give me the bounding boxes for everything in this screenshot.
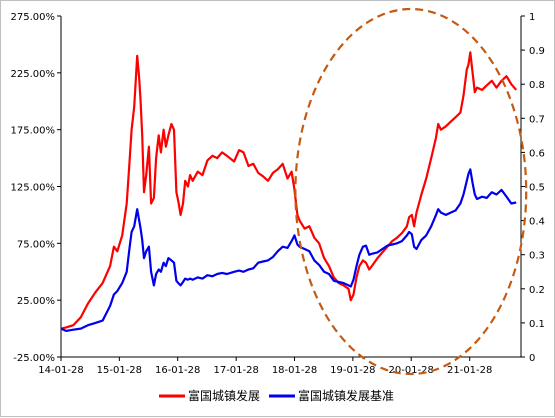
legend: 富国城镇发展 富国城镇发展基准 — [159, 388, 394, 403]
right-tick-label: 0.2 — [529, 285, 545, 296]
series-group — [60, 51, 518, 332]
highlight-ellipse — [294, 7, 528, 376]
right-tick-label: 1 — [529, 12, 535, 23]
right-tick-label: 0.4 — [529, 217, 545, 228]
x-tick-label: 20-01-28 — [388, 365, 433, 376]
series-line-1 — [60, 51, 518, 330]
left-tick-label: 75.00% — [17, 239, 55, 250]
left-tick-label: 125.00% — [11, 183, 56, 194]
right-tick-label: 0.5 — [529, 183, 545, 194]
legend-label-series-2: 富国城镇发展基准 — [298, 388, 394, 403]
left-tick-label: 175.00% — [11, 126, 56, 137]
left-tick-label: -25.00% — [13, 353, 55, 364]
right-tick-label: 0.3 — [529, 251, 545, 262]
right-tick-label: 0.6 — [529, 148, 545, 159]
right-y-axis: 0 0.1 0.2 0.3 0.4 0.5 0.6 0.7 0.8 0.9 1 — [520, 12, 545, 364]
x-tick-label: 17-01-28 — [213, 365, 258, 376]
annotation-group — [294, 7, 528, 376]
right-tick-label: 0.8 — [529, 80, 545, 91]
right-tick-label: 0.9 — [529, 46, 545, 57]
left-y-axis: -25.00% 25.00% 75.00% 125.00% 175.00% 225.00%… — [11, 12, 62, 364]
x-tick-label: 19-01-28 — [330, 365, 375, 376]
right-tick-label: 0.1 — [529, 319, 545, 330]
x-tick-label: 21-01-28 — [447, 365, 492, 376]
x-tick-label: 18-01-28 — [272, 365, 317, 376]
series-line-2 — [60, 168, 517, 332]
x-tick-label: 15-01-28 — [97, 365, 142, 376]
x-axis: 14-01-28 15-01-28 16-01-28 17-01-28 18-01-28… — [38, 356, 521, 376]
left-tick-label: 275.00% — [11, 12, 56, 23]
x-tick-label: 14-01-28 — [38, 365, 83, 376]
right-tick-label: 0 — [529, 353, 535, 364]
right-tick-label: 0.7 — [529, 114, 545, 125]
left-tick-label: 225.00% — [11, 69, 56, 80]
x-tick-label: 16-01-28 — [155, 365, 200, 376]
left-tick-label: 25.00% — [17, 296, 55, 307]
legend-label-series-1: 富国城镇发展 — [188, 388, 260, 403]
